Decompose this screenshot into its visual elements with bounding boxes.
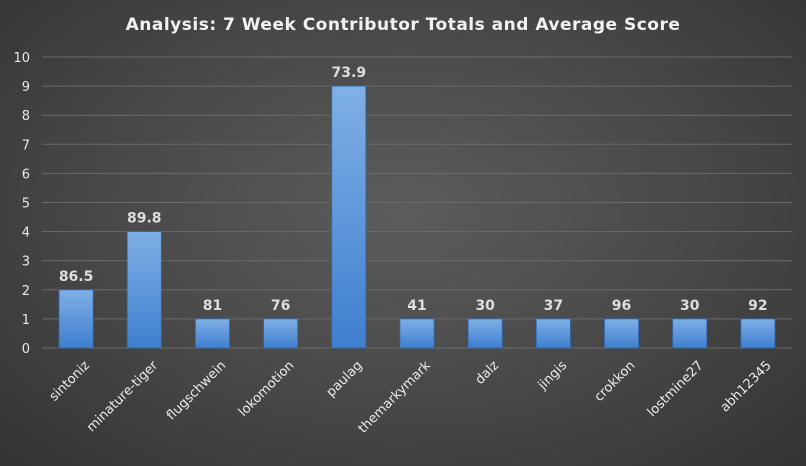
y-tick-label: 3 <box>22 255 30 270</box>
x-tick-label: lokomotion <box>236 358 298 420</box>
bar-lostmine27 <box>672 318 708 349</box>
y-tick-label: 10 <box>13 51 30 66</box>
data-label: 92 <box>748 298 767 314</box>
y-tick-label: 0 <box>22 342 30 357</box>
data-label: 37 <box>544 298 563 314</box>
y-tick-label: 9 <box>22 80 30 95</box>
bar-jingis <box>535 318 571 349</box>
data-label: 30 <box>475 298 495 314</box>
x-tick-label: jingis <box>535 358 571 394</box>
y-tick-label: 4 <box>22 226 30 241</box>
data-label: 73.9 <box>332 65 367 81</box>
y-tick-label: 1 <box>22 313 30 328</box>
data-label: 81 <box>203 298 222 314</box>
x-tick-label: crokkon <box>592 358 639 405</box>
y-tick-label: 7 <box>22 138 30 153</box>
chart-title: Analysis: 7 Week Contributor Totals and … <box>126 15 681 35</box>
y-tick-label: 5 <box>22 197 30 212</box>
x-tick-label: sintoniz <box>47 358 93 404</box>
bar-abh12345 <box>740 318 776 349</box>
data-labels: 86.5 89.8 81 76 73.9 41 30 37 96 30 92 <box>59 65 768 314</box>
y-tick-label: 6 <box>22 167 30 182</box>
data-label: 76 <box>271 298 290 314</box>
x-tick-label: abh12345 <box>718 358 775 415</box>
y-tick-label: 2 <box>22 284 30 299</box>
x-tick-label: themarkymark <box>356 358 435 437</box>
bar-paulag <box>331 85 367 349</box>
x-tick-label: lostmine27 <box>645 358 707 420</box>
bar-minature-tiger <box>126 231 162 349</box>
x-tick-label: paulag <box>324 358 366 400</box>
bar-flugschwein <box>195 318 230 349</box>
x-tick-label: flugschwein <box>164 358 229 423</box>
gridlines <box>42 56 792 349</box>
data-label: 41 <box>407 298 426 314</box>
x-tick-label: minature-tiger <box>84 358 161 435</box>
y-tick-label: 8 <box>22 109 30 124</box>
bar-themarkymark <box>399 318 435 349</box>
data-label: 96 <box>612 298 631 314</box>
bars <box>58 85 776 349</box>
bar-crokkon <box>604 318 639 349</box>
bar-sintoniz <box>58 289 94 349</box>
data-label: 86.5 <box>59 269 94 285</box>
data-label: 30 <box>680 298 700 314</box>
y-axis: 0 1 2 3 4 5 6 7 8 9 10 <box>13 51 30 357</box>
x-tick-label: dalz <box>473 358 503 388</box>
bar-lokomotion <box>263 318 299 349</box>
bar-dalz <box>467 318 503 349</box>
data-label: 89.8 <box>127 211 162 227</box>
